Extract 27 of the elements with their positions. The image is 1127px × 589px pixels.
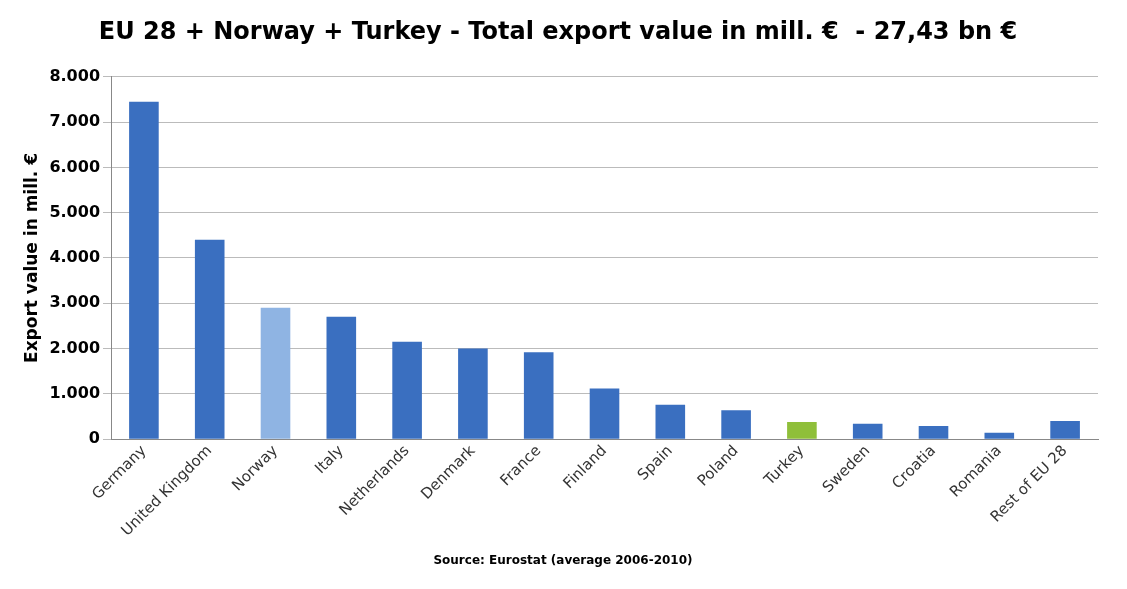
y-tick-label: 1.000: [49, 383, 101, 402]
source-note: Source: Eurostat (average 2006-2010): [432, 553, 694, 567]
bar: [392, 341, 422, 439]
bar: [458, 348, 488, 439]
y-axis-title: Export value in mill. €: [20, 152, 41, 363]
bar: [129, 101, 159, 439]
chart-title: EU 28 + Norway + Turkey - Total export value in mill. € - 27,43 bn €: [98, 16, 1018, 45]
y-tick-label: 8.000: [49, 65, 101, 85]
bar: [260, 307, 291, 439]
bar: [984, 432, 1015, 439]
y-tick-label: 6.000: [49, 156, 101, 176]
bar: [852, 423, 883, 439]
bar: [918, 426, 949, 439]
bar: [721, 410, 751, 439]
bar: [655, 404, 686, 439]
y-tick-label: 7.000: [49, 111, 101, 131]
bar: [326, 316, 357, 439]
bar: [787, 421, 817, 439]
bar: [194, 239, 225, 439]
bar: [1050, 421, 1080, 439]
bar: [589, 388, 620, 439]
y-tick-label: 2.000: [49, 337, 101, 357]
bar: [523, 352, 554, 439]
y-tick-label: 3.000: [49, 292, 101, 312]
y-tick-label: 5.000: [49, 201, 101, 221]
y-tick-label: 0: [88, 428, 101, 448]
y-tick-label: 4.000: [49, 247, 101, 267]
